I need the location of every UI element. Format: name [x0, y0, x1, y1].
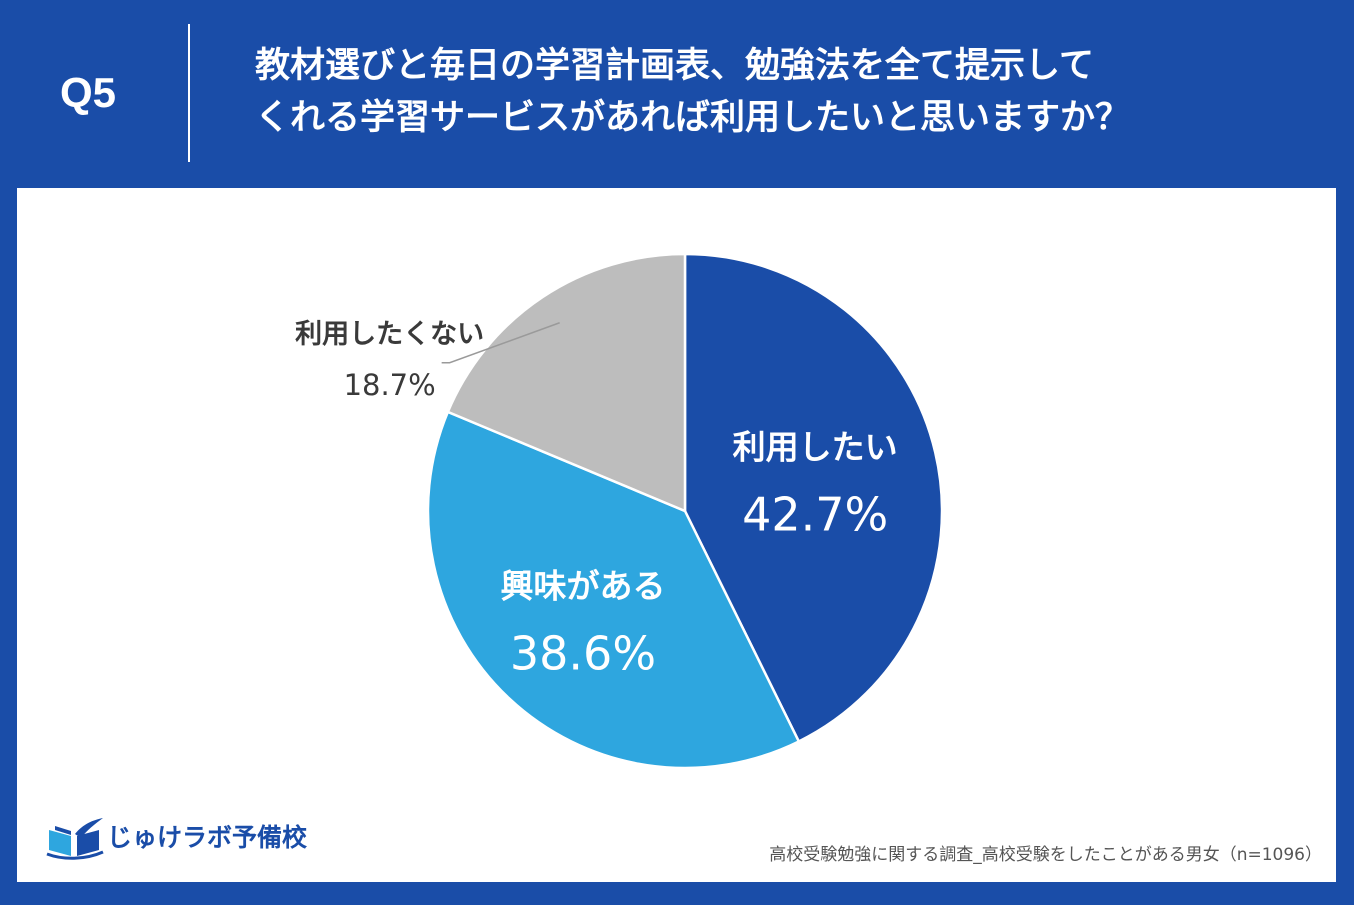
pie-slice	[683, 252, 944, 744]
slice-label: 利用したくない	[295, 319, 484, 350]
brand-name: じゅけラボ予備校	[107, 823, 308, 852]
question-line-1: 教材選びと毎日の学習計画表、勉強法を全て提示して	[255, 46, 1094, 86]
slice-value-label: 18.7%	[344, 368, 436, 402]
chart-panel: 利用したい 42.7% 興味がある 38.6% 利用したくない 18.7% じゅけラボ予備…	[17, 188, 1336, 882]
open-book-icon	[46, 818, 104, 860]
slice-label: 利用したい	[733, 428, 898, 467]
slice-value-label: 38.6%	[510, 627, 656, 681]
header: Q5 教材選びと毎日の学習計画表、勉強法を全て提示して くれる学習サービスがあれ…	[0, 0, 1354, 185]
header-divider	[188, 24, 190, 162]
slice-value-label: 42.7%	[742, 488, 888, 542]
slice-label: 興味がある	[500, 567, 665, 606]
pie-slice	[426, 410, 801, 770]
question-line-2: くれる学習サービスがあれば利用したいと思いますか？	[255, 98, 1131, 138]
pie-chart: 利用したい 42.7% 興味がある 38.6% 利用したくない 18.7%	[295, 252, 944, 770]
question-text: 教材選びと毎日の学習計画表、勉強法を全て提示して くれる学習サービスがあれば利用…	[255, 40, 1335, 144]
leader-line	[441, 322, 560, 364]
question-number: Q5	[60, 69, 117, 116]
brand-logo: じゅけラボ予備校	[45, 816, 345, 864]
pie-slice	[446, 252, 687, 513]
source-note: 高校受験勉強に関する調査_高校受験をしたことがある男女（n=1096）	[769, 845, 1322, 865]
